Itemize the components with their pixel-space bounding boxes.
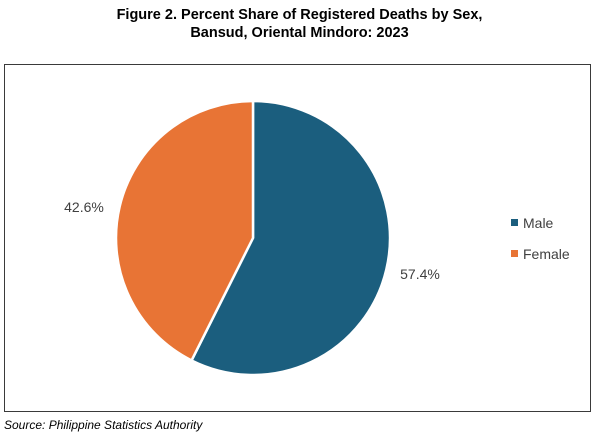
pie-slice-male [190,99,392,377]
legend: Male Female [511,215,570,262]
pie-data-labels: 57.4% 42.6% [64,199,440,282]
chart-title: Figure 2. Percent Share of Registered De… [0,6,599,42]
legend-label-female: Female [523,246,570,262]
chart-title-line-1: Figure 2. Percent Share of Registered De… [116,7,483,23]
legend-swatch-female [511,250,518,257]
source-note: Source: Philippine Statistics Authority [4,418,203,432]
pie-slices [114,99,392,377]
chart-title-line-2: Bansud, Oriental Mindoro: 2023 [190,25,409,41]
pie-slice-female [114,99,255,362]
data-label-male: 57.4% [400,266,440,282]
legend-label-male: Male [523,215,554,231]
data-label-female: 42.6% [64,199,104,215]
chart-frame [4,64,591,412]
legend-swatch-male [511,219,518,226]
